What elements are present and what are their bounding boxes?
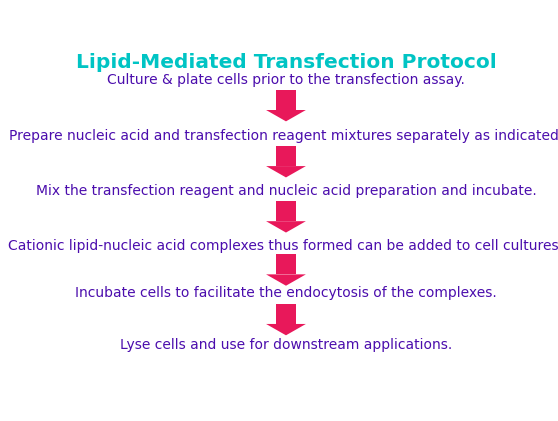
Polygon shape [266,110,306,121]
Text: Lipid-Mediated Transfection Protocol: Lipid-Mediated Transfection Protocol [75,53,497,72]
Text: Lyse cells and use for downstream applications.: Lyse cells and use for downstream applic… [120,338,452,352]
Polygon shape [266,166,306,177]
Text: Prepare nucleic acid and transfection reagent mixtures separately as indicated.: Prepare nucleic acid and transfection re… [9,129,558,144]
Polygon shape [276,304,296,324]
Polygon shape [266,324,306,335]
Polygon shape [266,274,306,286]
Polygon shape [276,90,296,110]
Text: Mix the transfection reagent and nucleic acid preparation and incubate.: Mix the transfection reagent and nucleic… [36,184,536,198]
Polygon shape [276,201,296,221]
Polygon shape [276,254,296,274]
Text: Culture & plate cells prior to the transfection assay.: Culture & plate cells prior to the trans… [107,73,465,87]
Text: Cationic lipid-nucleic acid complexes thus formed can be added to cell cultures.: Cationic lipid-nucleic acid complexes th… [8,239,558,253]
Polygon shape [266,221,306,232]
Text: Incubate cells to facilitate the endocytosis of the complexes.: Incubate cells to facilitate the endocyt… [75,286,497,300]
Polygon shape [276,146,296,166]
